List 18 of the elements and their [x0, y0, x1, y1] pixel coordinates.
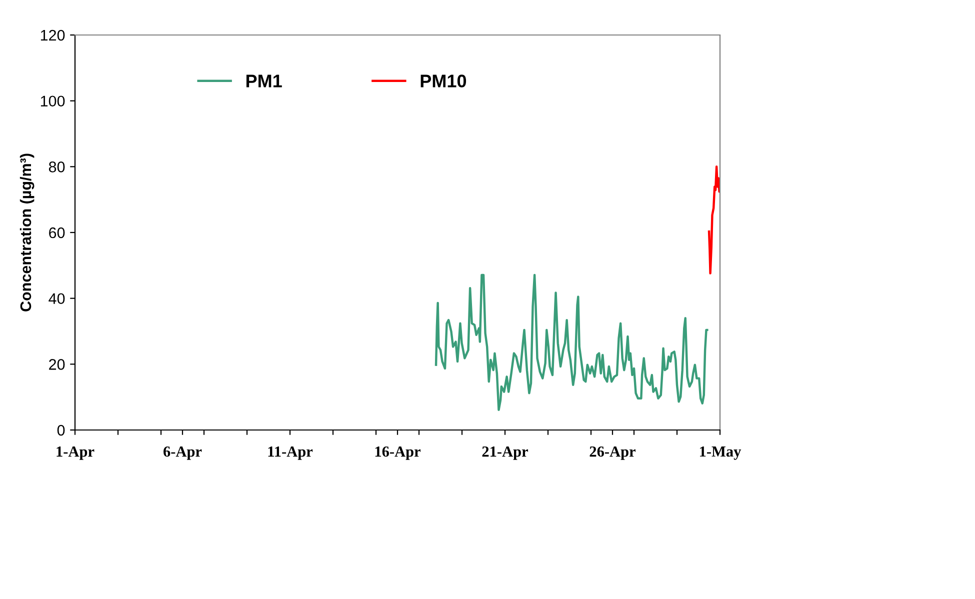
y-tick-label: 80	[48, 162, 65, 172]
y-tick-label: 0	[57, 424, 65, 436]
y-tick-label: 60	[49, 227, 65, 238]
legend-label: PM10	[420, 74, 466, 88]
x-tick-label: 16-Apr	[375, 446, 421, 460]
y-tick-label: 20	[49, 359, 65, 370]
x-tick-label: 6-Apr	[164, 446, 202, 460]
y-tick-label: 40	[48, 293, 65, 304]
y-tick-label: 100	[40, 96, 65, 107]
x-tick-label: 26-Apr	[590, 446, 636, 460]
x-tick-label: 11-Apr	[268, 446, 313, 460]
y-axis-title: Concentration (µg/m³)	[20, 154, 34, 312]
y-tick-label: 120	[40, 30, 65, 41]
legend-label: PM1	[246, 74, 282, 88]
x-tick-label: 21-Apr	[482, 446, 528, 460]
x-tick-label: 1-Apr	[56, 446, 94, 460]
x-tick-label: 1-May	[700, 446, 742, 460]
line-series	[708, 166, 720, 274]
